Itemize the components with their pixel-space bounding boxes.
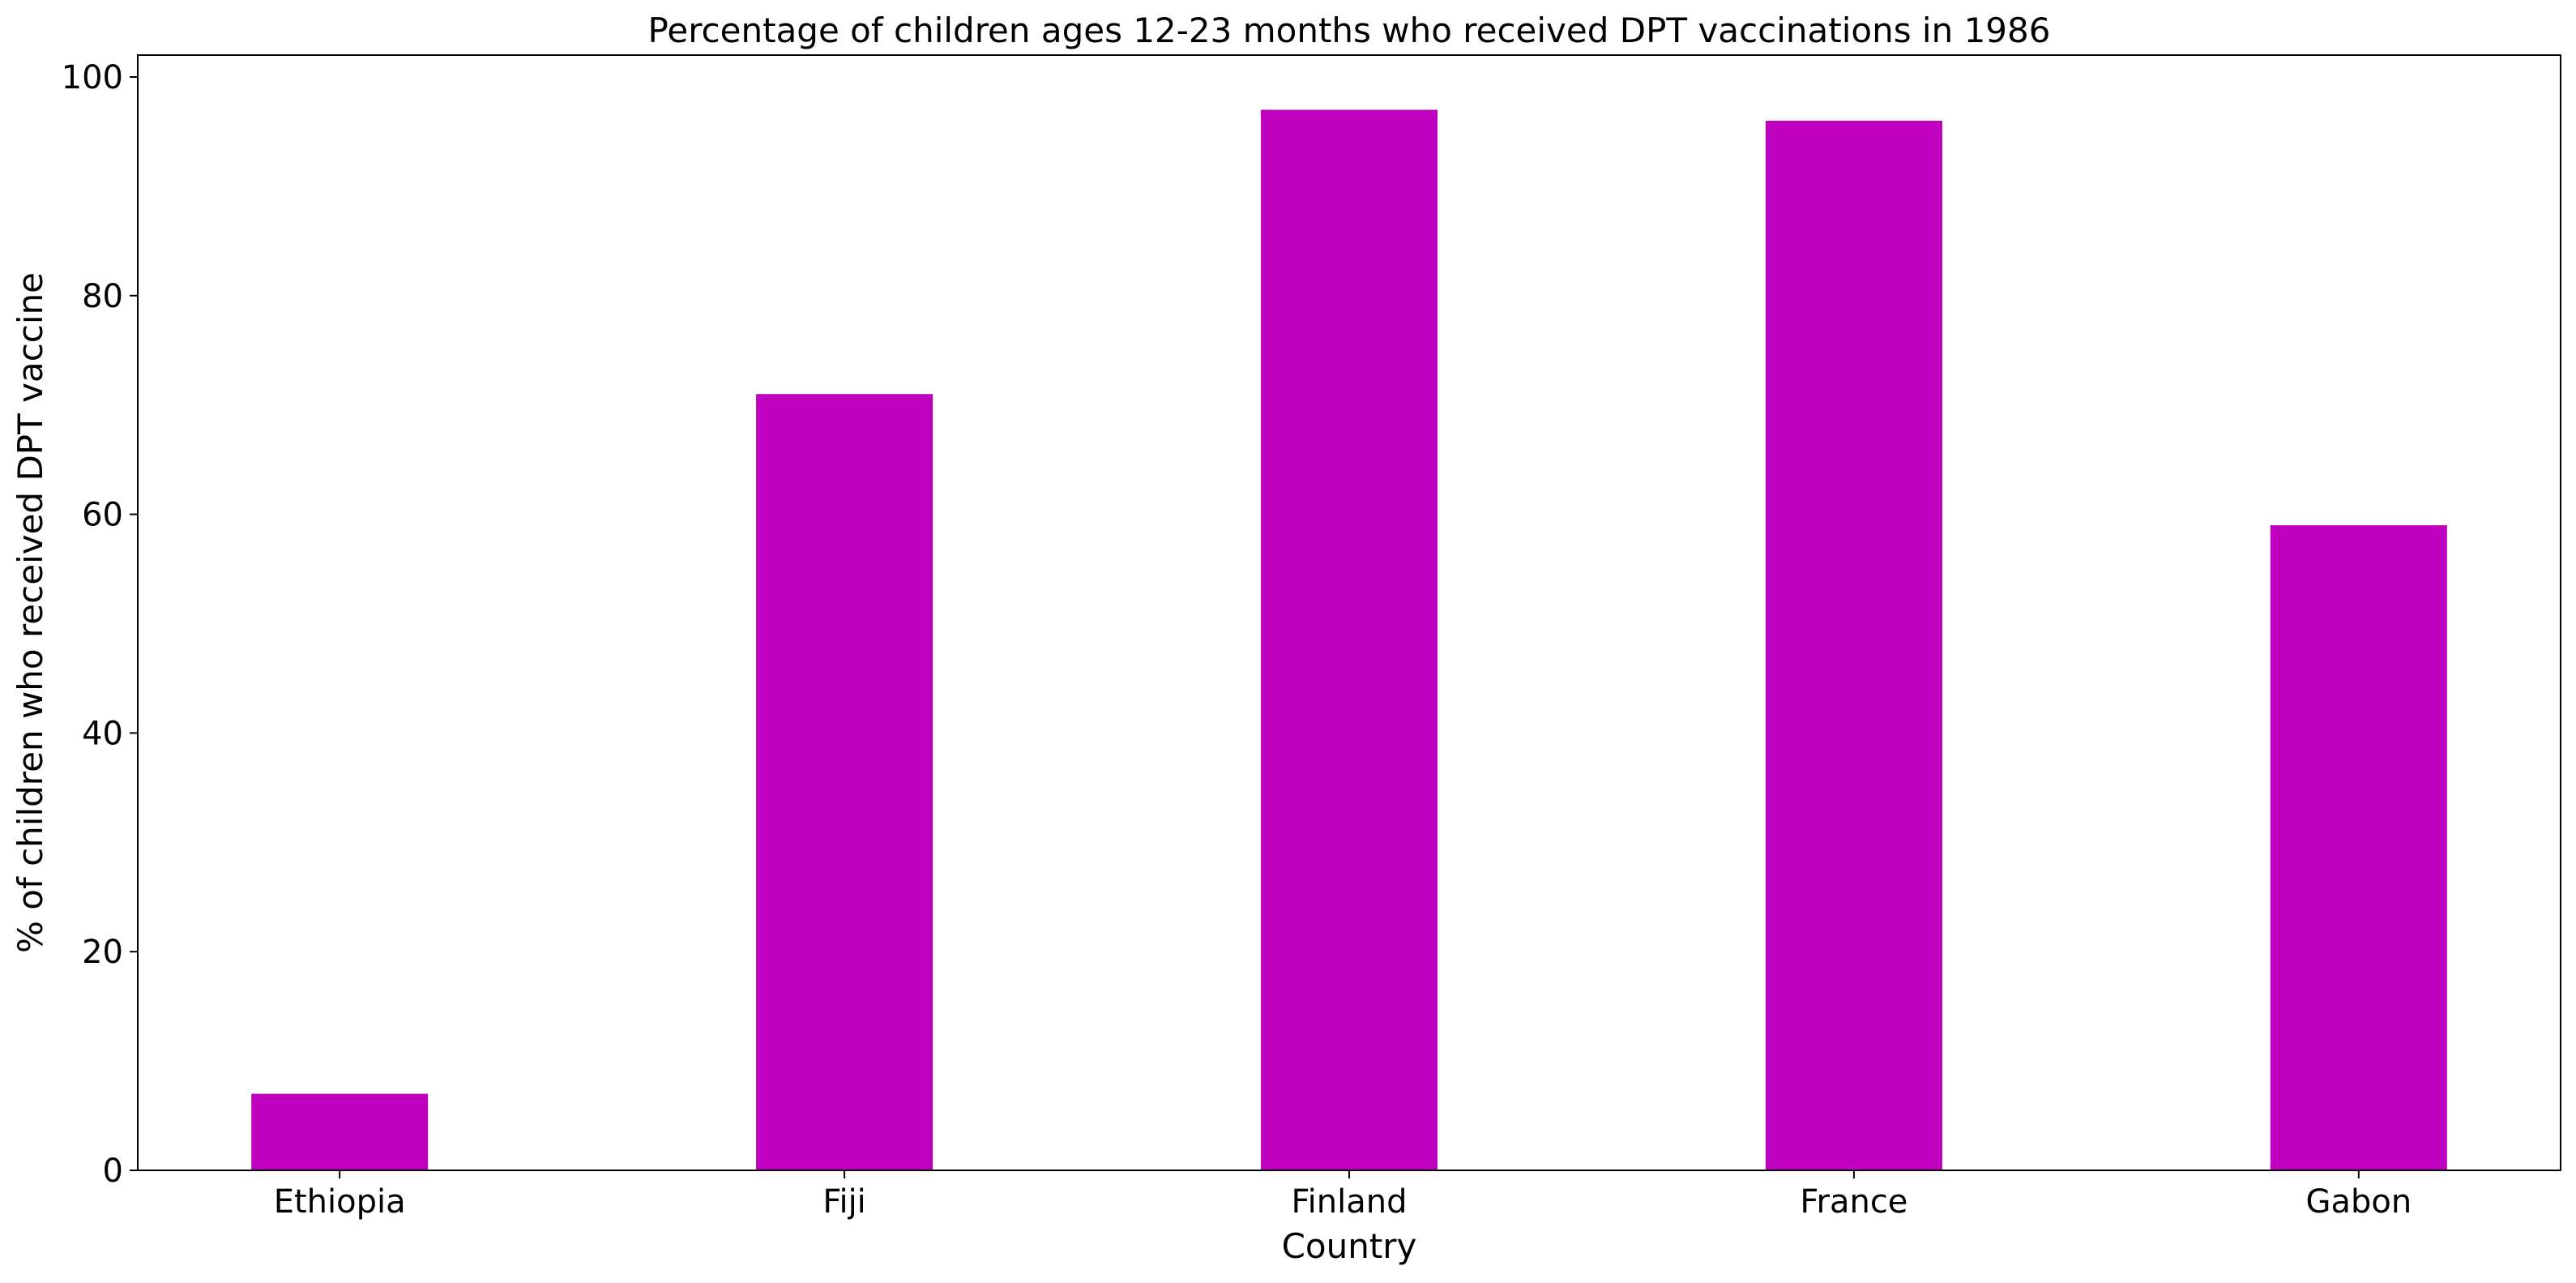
bar-ethiopia [251, 1093, 429, 1170]
bar-finland [1260, 109, 1438, 1171]
chart-title: Percentage of children ages 12-23 months… [648, 11, 2051, 50]
bar-fiji [756, 394, 933, 1171]
y-tick-label: 40 [82, 715, 123, 752]
x-tick-label: France [1800, 1183, 1907, 1221]
x-tick-label: Ethiopia [274, 1183, 406, 1221]
y-axis-ticks: 0 20 40 60 80 100 [62, 59, 138, 1190]
bar-gabon [2270, 525, 2447, 1170]
y-tick-label: 80 [82, 278, 123, 315]
y-axis-label: % of children who received DPT vaccine [11, 272, 50, 953]
x-axis-ticks: Ethiopia Fiji Finland France Gabon [274, 1170, 2412, 1221]
x-tick-label: Fiji [822, 1183, 865, 1221]
plot-frame [137, 54, 2561, 1171]
bars-layer [251, 109, 2447, 1171]
x-axis-label: Country [1282, 1226, 1417, 1266]
x-tick-label: Gabon [2305, 1183, 2412, 1221]
y-tick-label: 0 [103, 1153, 123, 1190]
x-tick-label: Finland [1292, 1183, 1408, 1221]
y-tick-label: 20 [82, 934, 123, 971]
bar-france [1765, 120, 1942, 1171]
y-tick-label: 100 [62, 59, 123, 96]
y-tick-label: 60 [82, 497, 123, 534]
